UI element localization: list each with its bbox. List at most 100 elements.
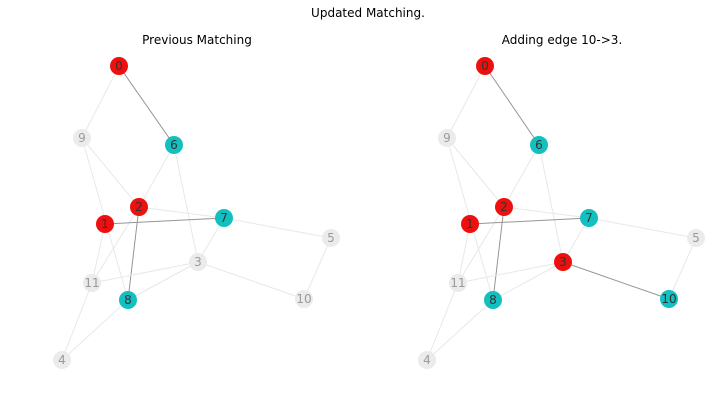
figure-title: Updated Matching. bbox=[311, 6, 425, 20]
node-9: 9 bbox=[438, 129, 456, 147]
edge-6-2 bbox=[503, 144, 540, 208]
node-circle bbox=[53, 351, 71, 369]
node-1: 1 bbox=[96, 215, 114, 233]
node-circle bbox=[215, 209, 233, 227]
panel-title-previous: Previous Matching bbox=[142, 33, 252, 47]
node-label: 6 bbox=[535, 138, 543, 152]
edge-2-7 bbox=[503, 206, 590, 219]
node-label: 7 bbox=[585, 211, 593, 225]
edge-3-11 bbox=[457, 261, 564, 284]
edge-5-10 bbox=[303, 237, 332, 300]
node-layer: 0 1 2 3 4 5 6 7 8 9 10 11 bbox=[53, 57, 340, 369]
node-1: 1 bbox=[461, 215, 479, 233]
node-9: 9 bbox=[73, 129, 91, 147]
edge-5-10 bbox=[668, 237, 697, 300]
edge-2-11 bbox=[457, 206, 505, 284]
node-circle bbox=[687, 229, 705, 247]
node-circle bbox=[322, 229, 340, 247]
node-6: 6 bbox=[530, 136, 548, 154]
node-label: 10 bbox=[296, 292, 311, 306]
matching-edge-1-7 bbox=[104, 217, 225, 225]
node-circle bbox=[495, 198, 513, 216]
node-circle bbox=[530, 136, 548, 154]
node-circle bbox=[189, 253, 207, 271]
node-4: 4 bbox=[53, 351, 71, 369]
node-7: 7 bbox=[215, 209, 233, 227]
node-11: 11 bbox=[449, 274, 467, 292]
node-label: 4 bbox=[58, 353, 66, 367]
node-4: 4 bbox=[418, 351, 436, 369]
edge-layer bbox=[61, 65, 332, 361]
node-label: 3 bbox=[559, 255, 567, 269]
node-0: 0 bbox=[110, 57, 128, 75]
node-circle bbox=[438, 129, 456, 147]
node-label: 8 bbox=[124, 293, 132, 307]
node-11: 11 bbox=[83, 274, 101, 292]
node-label: 10 bbox=[661, 292, 676, 306]
node-circle bbox=[83, 274, 101, 292]
node-10: 10 bbox=[295, 290, 313, 308]
node-circle bbox=[449, 274, 467, 292]
node-circle bbox=[165, 136, 183, 154]
node-circle bbox=[119, 291, 137, 309]
edge-6-3 bbox=[173, 144, 199, 263]
node-label: 5 bbox=[327, 231, 335, 245]
node-circle bbox=[295, 290, 313, 308]
node-label: 2 bbox=[135, 200, 143, 214]
matching-edge-2-8 bbox=[492, 206, 505, 301]
node-circle bbox=[554, 253, 572, 271]
node-6: 6 bbox=[165, 136, 183, 154]
matching-edge-0-6 bbox=[118, 65, 175, 146]
node-layer: 0 1 2 3 4 5 6 7 8 9 10 11 bbox=[418, 57, 705, 369]
edge-9-2 bbox=[81, 137, 140, 208]
edge-7-5 bbox=[223, 217, 332, 239]
matching-edge-1-7 bbox=[469, 217, 590, 225]
node-5: 5 bbox=[322, 229, 340, 247]
node-7: 7 bbox=[580, 209, 598, 227]
node-5: 5 bbox=[687, 229, 705, 247]
node-label: 1 bbox=[466, 217, 474, 231]
node-label: 1 bbox=[101, 217, 109, 231]
edge-3-8 bbox=[127, 261, 199, 301]
node-2: 2 bbox=[495, 198, 513, 216]
matching-edge-0-6 bbox=[484, 65, 540, 146]
edge-3-8 bbox=[492, 261, 564, 301]
edge-1-11 bbox=[91, 223, 106, 284]
node-label: 11 bbox=[450, 276, 465, 290]
node-8: 8 bbox=[484, 291, 502, 309]
node-circle bbox=[476, 57, 494, 75]
edge-2-7 bbox=[138, 206, 225, 219]
node-3: 3 bbox=[189, 253, 207, 271]
node-label: 11 bbox=[84, 276, 99, 290]
node-label: 9 bbox=[78, 131, 86, 145]
node-circle bbox=[418, 351, 436, 369]
node-label: 0 bbox=[481, 59, 489, 73]
edge-0-9 bbox=[446, 65, 486, 139]
node-circle bbox=[660, 290, 678, 308]
node-circle bbox=[73, 129, 91, 147]
node-circle bbox=[484, 291, 502, 309]
matching-edge-3-10 bbox=[562, 261, 670, 300]
matching-edge-2-8 bbox=[127, 206, 140, 301]
node-circle bbox=[580, 209, 598, 227]
edge-2-11 bbox=[91, 206, 140, 284]
node-circle bbox=[130, 198, 148, 216]
edge-3-11 bbox=[91, 261, 199, 284]
edge-11-4 bbox=[426, 282, 459, 361]
node-label: 7 bbox=[220, 211, 228, 225]
panel-title-adding-edge: Adding edge 10->3. bbox=[502, 33, 623, 47]
node-label: 9 bbox=[443, 131, 451, 145]
node-circle bbox=[461, 215, 479, 233]
node-label: 2 bbox=[500, 200, 508, 214]
node-label: 4 bbox=[423, 353, 431, 367]
edge-layer bbox=[426, 65, 697, 361]
edge-11-4 bbox=[61, 282, 93, 361]
edge-8-4 bbox=[61, 299, 129, 361]
edge-3-10 bbox=[197, 261, 305, 300]
edge-9-2 bbox=[446, 137, 505, 208]
panel-previous-matching: Previous Matching 0 1 2 3 4 5 6 7 8 9 10 11 bbox=[53, 33, 340, 369]
edge-8-4 bbox=[426, 299, 494, 361]
node-label: 6 bbox=[170, 138, 178, 152]
node-circle bbox=[110, 57, 128, 75]
